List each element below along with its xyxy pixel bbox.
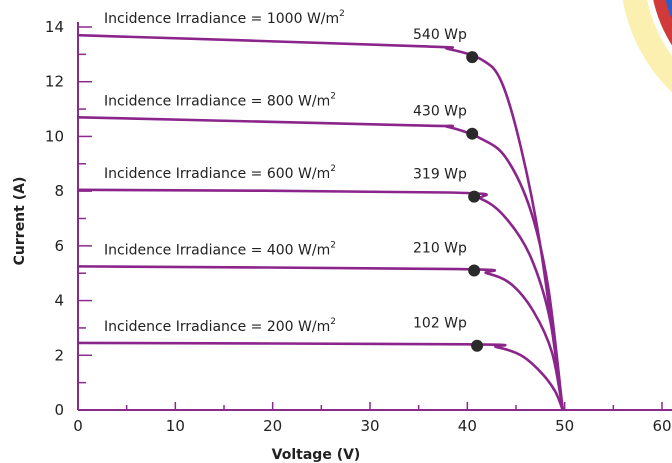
power-label: 210 Wp [413, 240, 467, 256]
y-tick-label: 8 [54, 182, 64, 200]
series-name-label: Incidence Irradiance = 600 W/m2 [104, 164, 336, 182]
series-name-label: Incidence Irradiance = 800 W/m2 [104, 91, 336, 109]
series-curve [77, 265, 564, 411]
y-tick-label: 4 [54, 292, 64, 310]
axes: 0 2 4 6 8 10 12 14 0 10 20 30 40 50 60 [45, 18, 672, 435]
y-axis-title: Current (A) [12, 177, 28, 266]
x-axis-title: Voltage (V) [272, 447, 361, 463]
x-tick-label: 0 [73, 417, 83, 435]
x-tick-label: 20 [263, 417, 282, 435]
mpp-point [468, 264, 481, 277]
power-label: 430 Wp [413, 104, 467, 120]
x-tick-label: 30 [360, 417, 379, 435]
series-name-label: Incidence Irradiance = 200 W/m2 [104, 317, 336, 335]
y-tick-label: 2 [54, 346, 64, 364]
series-curve [77, 341, 564, 411]
power-label: 319 Wp [413, 167, 467, 183]
series-curve [77, 115, 565, 411]
mpp-point [466, 51, 479, 64]
mpp-point [471, 339, 484, 352]
x-tick-label: 60 [652, 417, 671, 435]
mpp-point [468, 190, 481, 203]
series-name-label: Incidence Irradiance = 1000 W/m2 [104, 9, 345, 27]
x-tick-label: 50 [555, 417, 574, 435]
mpp-point [466, 127, 479, 140]
power-label: 102 Wp [413, 316, 467, 332]
y-tick-label: 12 [45, 73, 64, 91]
x-tick-label: 40 [458, 417, 477, 435]
series-curve [77, 188, 565, 411]
series-name-label: Incidence Irradiance = 400 W/m2 [104, 240, 336, 258]
power-label: 540 Wp [413, 27, 467, 43]
x-tick-label: 10 [166, 417, 185, 435]
series-curve [77, 33, 565, 411]
y-tick-label: 6 [54, 237, 64, 255]
series-labels: Incidence Irradiance = 1000 W/m2 540 Wp In… [104, 9, 467, 335]
y-tick-label: 0 [54, 401, 64, 419]
y-tick-label: 14 [45, 18, 64, 36]
curves [77, 33, 565, 411]
y-tick-label: 10 [45, 127, 64, 145]
logo-fragment [622, 0, 672, 93]
